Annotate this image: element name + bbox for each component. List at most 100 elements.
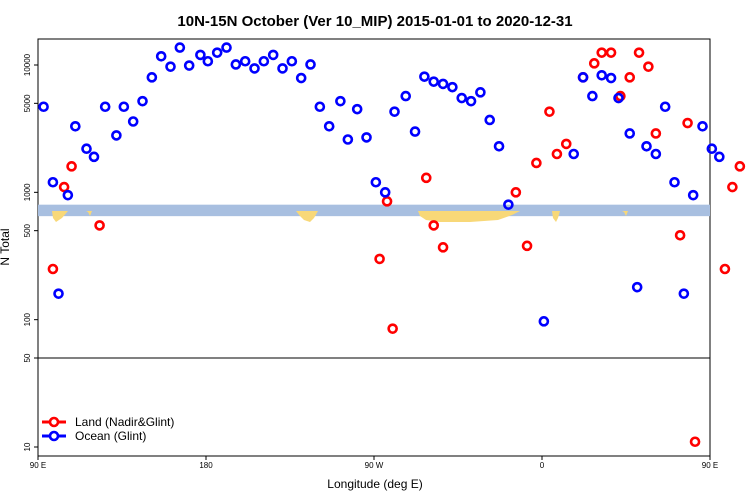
data-point	[605, 72, 617, 84]
data-point	[165, 61, 176, 72]
data-point	[631, 281, 643, 293]
data-point	[682, 117, 693, 129]
y-tick-label: 5000	[23, 94, 32, 112]
data-point	[202, 55, 214, 67]
data-point	[678, 288, 690, 299]
data-point	[544, 106, 555, 117]
data-point	[58, 181, 70, 193]
data-point	[381, 196, 393, 207]
data-point	[531, 157, 542, 169]
data-point	[99, 101, 111, 113]
data-point	[706, 143, 718, 155]
data-point	[258, 55, 270, 67]
data-point	[641, 140, 652, 152]
data-point	[118, 101, 130, 113]
land-mask-ocean	[38, 204, 710, 217]
data-point	[267, 49, 279, 61]
x-tick-label: 90 W	[365, 461, 384, 470]
data-point	[66, 161, 77, 172]
data-point	[577, 72, 589, 83]
data-point	[437, 78, 449, 90]
data-point	[146, 72, 158, 83]
data-point	[211, 47, 223, 58]
data-point	[650, 128, 662, 139]
data-point	[568, 148, 580, 160]
data-point	[687, 189, 699, 201]
data-point	[605, 47, 617, 58]
legend-marker	[48, 416, 60, 428]
data-point	[239, 55, 251, 67]
data-point	[137, 95, 148, 107]
data-point	[221, 42, 232, 53]
data-point	[70, 121, 81, 132]
data-point	[81, 143, 92, 155]
series-ocean	[38, 42, 725, 327]
y-tick-label: 50	[23, 353, 32, 362]
data-point	[493, 140, 505, 152]
data-point	[370, 176, 382, 188]
data-point	[88, 151, 100, 163]
data-point	[174, 42, 186, 53]
data-point	[521, 240, 533, 252]
data-point	[689, 436, 701, 448]
data-point	[560, 138, 572, 150]
legend-marker	[48, 430, 60, 442]
data-point	[47, 176, 59, 188]
data-point	[596, 69, 608, 81]
data-point	[53, 288, 64, 299]
data-point	[400, 90, 412, 102]
data-point	[249, 63, 260, 74]
data-point	[277, 63, 288, 74]
data-point	[437, 242, 449, 253]
chart-title: 10N-15N October (Ver 10_MIP) 2015-01-01 …	[177, 13, 572, 30]
data-point	[447, 81, 458, 93]
data-point	[714, 151, 725, 163]
data-point	[719, 263, 731, 275]
data-point	[659, 101, 671, 113]
data-point	[374, 253, 385, 265]
legend: Land (Nadir&Glint)Ocean (Glint)	[42, 415, 174, 443]
data-point	[650, 148, 662, 160]
data-point	[342, 134, 354, 145]
data-point	[624, 72, 636, 83]
data-point	[127, 116, 139, 127]
data-point	[465, 95, 477, 107]
data-point	[674, 229, 686, 241]
x-tick-label: 0	[540, 461, 545, 470]
x-axis-label: Longitude (deg E)	[327, 477, 422, 491]
series-land	[47, 47, 746, 448]
data-point	[155, 51, 167, 62]
data-point	[484, 114, 496, 126]
data-point	[503, 199, 514, 210]
legend-label: Land (Nadir&Glint)	[75, 415, 174, 429]
data-point	[613, 92, 624, 104]
data-point	[697, 121, 708, 132]
data-point	[624, 128, 636, 139]
data-point	[183, 60, 195, 71]
data-point	[47, 263, 59, 275]
x-tick-label: 90 E	[702, 461, 718, 470]
data-point	[111, 130, 122, 141]
data-point	[351, 103, 363, 115]
series-layer	[38, 42, 746, 448]
data-point	[409, 126, 421, 137]
data-point	[551, 148, 563, 160]
land-mask-land	[52, 211, 628, 222]
data-point	[389, 106, 400, 117]
data-point	[323, 121, 335, 132]
y-tick-label: 10	[23, 442, 32, 451]
data-point	[587, 90, 598, 102]
data-point	[38, 101, 49, 113]
data-point	[510, 187, 522, 198]
data-point	[456, 92, 468, 104]
data-point	[588, 58, 600, 69]
data-point	[669, 176, 680, 188]
data-point	[379, 187, 391, 198]
data-point	[633, 47, 645, 58]
data-point	[420, 172, 432, 184]
data-point	[538, 316, 550, 327]
x-tick-label: 90 E	[30, 461, 46, 470]
y-axis-label: N Total	[0, 228, 12, 265]
data-point	[361, 132, 372, 143]
